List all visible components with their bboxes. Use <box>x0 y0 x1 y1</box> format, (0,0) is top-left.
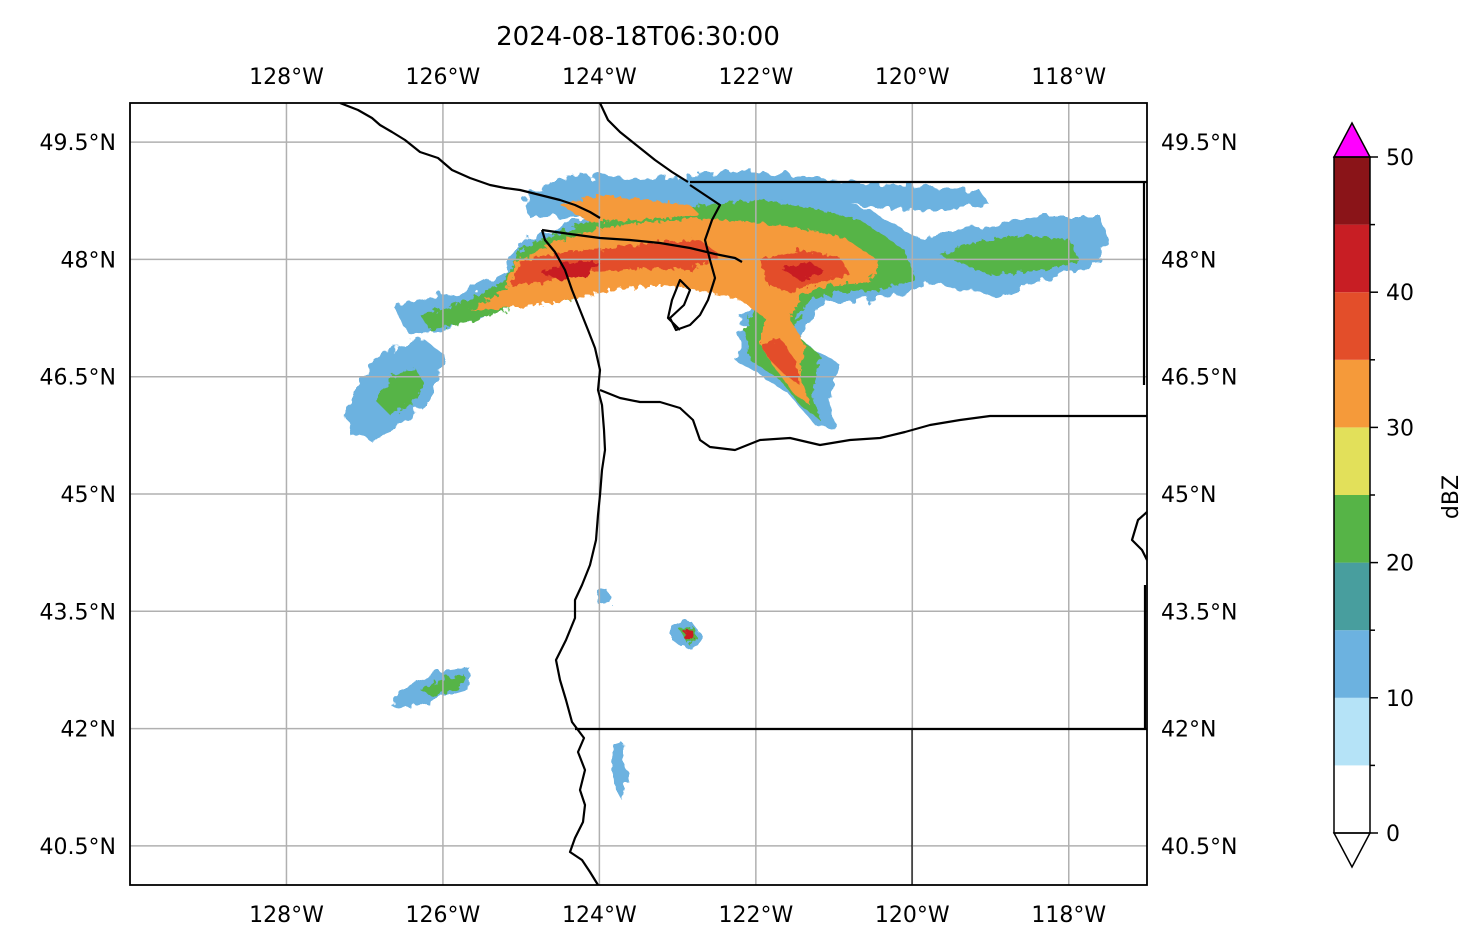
echo-south-strip-base <box>612 742 628 800</box>
colorbar-tick-label: 20 <box>1386 552 1414 577</box>
echo-core-darkred-2 <box>780 262 825 280</box>
colorbar-label: dBZ <box>1439 475 1464 519</box>
colorbar-over-extension <box>1332 121 1372 158</box>
lon-tick-label-top: 126°W <box>406 65 481 90</box>
colorbar-tick-label: 50 <box>1386 146 1414 171</box>
colorbar-segment <box>1334 765 1370 833</box>
colorbar-segment <box>1334 224 1370 293</box>
lat-tick-label-right: 48°N <box>1161 248 1216 273</box>
colorbar-segment <box>1334 359 1370 428</box>
lon-tick-label-bottom: 128°W <box>249 903 324 928</box>
pacific-coastline <box>540 229 607 885</box>
lat-tick-label-left: 42°N <box>61 718 116 743</box>
lat-tick-label-left: 45°N <box>61 483 116 508</box>
lon-tick-label-top: 122°W <box>718 65 793 90</box>
coastlines-borders <box>339 103 1147 885</box>
columbia-river-border <box>599 388 1147 452</box>
lat-tick-label-right: 43.5°N <box>1161 600 1237 625</box>
colorbar-tick-label: 30 <box>1386 416 1414 441</box>
colorbar-tick-label: 40 <box>1386 281 1414 306</box>
echo-offshore-nw-green <box>375 368 425 415</box>
colorbar-segment <box>1334 292 1370 360</box>
lon-tick-label-bottom: 126°W <box>406 903 481 928</box>
lat-tick-label-left: 48°N <box>61 248 116 273</box>
lon-tick-label-top: 128°W <box>249 65 324 90</box>
colorbar-under-extension <box>1332 832 1372 869</box>
map-frame <box>129 102 1148 886</box>
lon-tick-label-top: 120°W <box>875 65 950 90</box>
lat-tick-label-left: 49.5°N <box>40 131 116 156</box>
lat-tick-label-right: 46.5°N <box>1161 366 1237 391</box>
gridlines <box>130 103 1147 885</box>
vancouver-island-coast <box>339 103 601 219</box>
colorbar-segment <box>1334 495 1370 563</box>
colorbar-segment <box>1334 630 1370 698</box>
axis-tick-labels: 128°W 128°W 126°W 126°W 124°W 124°W 122°W 122°W… <box>40 65 1238 928</box>
lat-tick-label-left: 40.5°N <box>40 835 116 860</box>
lon-tick-label-top: 124°W <box>562 65 637 90</box>
lat-tick-label-right: 42°N <box>1161 718 1216 743</box>
lat-tick-label-right: 49.5°N <box>1161 131 1237 156</box>
lon-tick-label-top: 118°W <box>1031 65 1106 90</box>
echo-core-darkred-1 <box>540 262 600 280</box>
colorbar-tick-label: 10 <box>1386 687 1414 712</box>
lon-tick-label-bottom: 122°W <box>718 903 793 928</box>
colorbar-segment <box>1334 157 1370 225</box>
or-id-border <box>1130 511 1147 561</box>
lat-tick-label-left: 46.5°N <box>40 366 116 391</box>
lon-tick-label-bottom: 124°W <box>562 903 637 928</box>
colorbar-segment <box>1334 562 1370 631</box>
colorbar: 0 10 20 30 40 50 <box>1332 121 1414 869</box>
juan-de-fuca-south <box>541 228 743 263</box>
puget-sound-east <box>666 184 722 332</box>
map-axes <box>130 103 1147 885</box>
echo-core-darkred-3 <box>684 630 694 640</box>
lon-tick-label-bottom: 120°W <box>875 903 950 928</box>
lat-tick-label-right: 40.5°N <box>1161 835 1237 860</box>
map-title: 2024-08-18T06:30:00 <box>496 22 780 52</box>
echo-cascades-red <box>760 338 800 385</box>
colorbar-segment <box>1334 427 1370 495</box>
strait-north-coast <box>599 103 689 183</box>
lat-tick-label-right: 45°N <box>1161 483 1216 508</box>
radar-echoes <box>345 172 1110 800</box>
lon-tick-label-bottom: 118°W <box>1031 903 1106 928</box>
lat-tick-label-left: 43.5°N <box>40 600 116 625</box>
colorbar-tick-label: 0 <box>1386 822 1400 847</box>
echo-eastern-band-green <box>940 235 1080 275</box>
colorbar-segment <box>1334 697 1370 766</box>
